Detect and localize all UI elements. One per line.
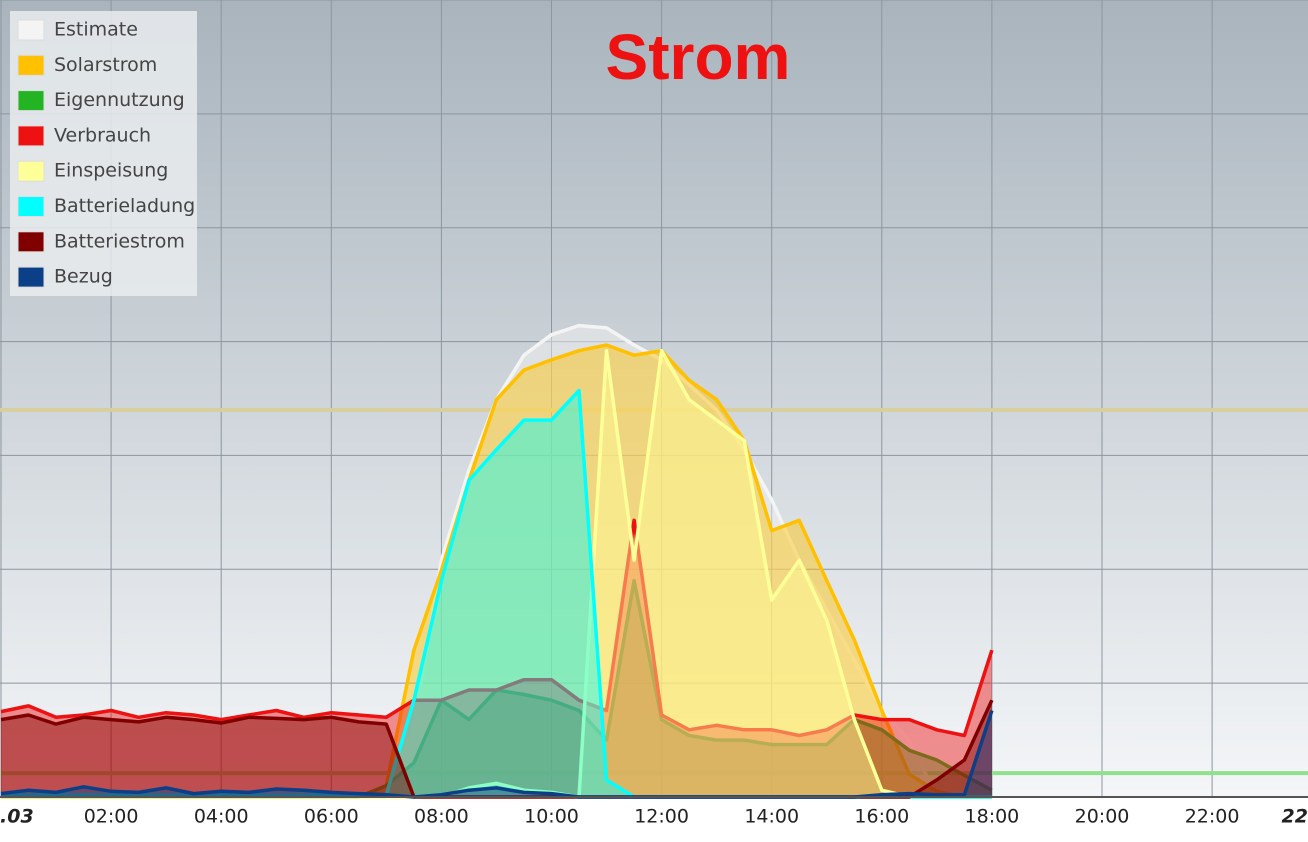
grid bbox=[0, 0, 1308, 798]
series-area bbox=[1, 345, 992, 797]
legend-label: Eigennutzung bbox=[54, 89, 185, 111]
x-tick-label: 20:00 bbox=[1075, 806, 1130, 828]
legend-label: Einspeisung bbox=[54, 160, 168, 182]
series-area bbox=[1, 580, 992, 797]
series-area bbox=[1, 325, 992, 797]
legend-swatch bbox=[17, 160, 45, 182]
legend: Estimate Solarstrom Eigennutzung Verbrauch E… bbox=[10, 11, 197, 296]
chart-title: Strom bbox=[606, 21, 791, 93]
x-tick-label: 10:00 bbox=[524, 806, 579, 828]
x-tick-label: .03 bbox=[0, 806, 34, 828]
x-tick-label: 06:00 bbox=[304, 806, 359, 828]
x-axis-labels: .03 02:00 04:00 06:00 08:00 10:00 12:00 14:00 16… bbox=[0, 806, 1308, 828]
x-tick-label: 22:00 bbox=[1185, 806, 1240, 828]
legend-label: Batterieladung bbox=[54, 195, 195, 217]
x-tick-label: 18:00 bbox=[965, 806, 1020, 828]
series-area bbox=[1, 700, 992, 797]
x-tick-label: 02:00 bbox=[84, 806, 139, 828]
legend-label: Estimate bbox=[54, 19, 138, 41]
x-tick-label: 04:00 bbox=[194, 806, 249, 828]
legend-swatch bbox=[17, 231, 45, 253]
x-tick-label: 22 bbox=[1282, 806, 1308, 828]
legend-swatch bbox=[17, 196, 45, 217]
series-line bbox=[0, 518, 994, 738]
legend-label: Verbrauch bbox=[54, 124, 151, 146]
legend-label: Bezug bbox=[54, 266, 113, 288]
series-area bbox=[1, 520, 992, 797]
legend-swatch bbox=[17, 19, 45, 41]
legend-swatch bbox=[17, 90, 45, 112]
x-tick-label: 12:00 bbox=[634, 806, 689, 828]
legend-swatch bbox=[17, 266, 45, 288]
x-tick-label: 14:00 bbox=[744, 806, 799, 828]
legend-swatch bbox=[17, 125, 45, 147]
series-area bbox=[1, 350, 992, 797]
series-area bbox=[1, 390, 992, 797]
legend-label: Solarstrom bbox=[54, 54, 157, 76]
x-tick-label: 08:00 bbox=[414, 806, 469, 828]
x-tick-label: 16:00 bbox=[854, 806, 909, 828]
legend-swatch bbox=[17, 54, 45, 76]
axis-background bbox=[0, 797, 1308, 842]
legend-label: Batteriestrom bbox=[54, 230, 185, 252]
